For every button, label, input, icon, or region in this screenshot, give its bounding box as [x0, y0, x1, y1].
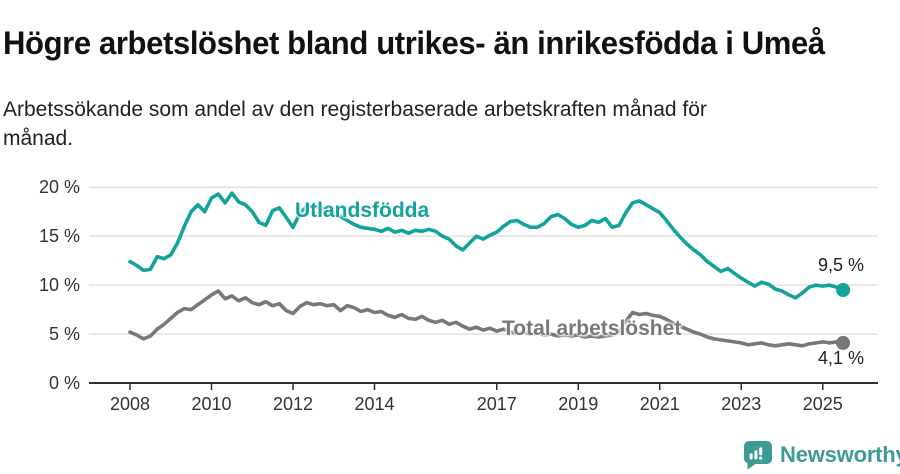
page-title: Högre arbetslöshet bland utrikes- än inr… [3, 25, 825, 62]
y-tick-label: 0 % [49, 373, 80, 393]
series-line-1 [128, 289, 845, 348]
y-tick-label: 5 % [49, 324, 80, 344]
y-tick-label: 20 % [39, 177, 80, 197]
x-tick-label: 2012 [273, 394, 313, 414]
series-end-dot-0 [836, 283, 851, 297]
x-tick-label: 2023 [721, 394, 761, 414]
x-tick-label: 2019 [558, 394, 598, 414]
series-label-utlandsfodda: Utlandsfödda [295, 199, 430, 222]
x-tick-label: 2025 [803, 394, 843, 414]
y-tick-label: 10 % [39, 275, 80, 295]
series-label-total-arbetsloshet: Total arbetslöshet [502, 317, 682, 340]
brand-footer: Newsworthy [742, 440, 900, 470]
y-tick-label: 15 % [39, 226, 80, 246]
x-tick-label: 2021 [640, 394, 680, 414]
x-tick-label: 2010 [191, 394, 231, 414]
chart-subtitle: Arbetssökande som andel av den registerb… [3, 98, 707, 150]
brand-wordmark: Newsworthy [780, 442, 900, 467]
series-line-0 [128, 191, 845, 300]
x-tick-label: 2008 [110, 394, 150, 414]
newsworthy-logo-icon [742, 440, 773, 470]
series-end-dot-1 [836, 335, 851, 350]
end-value-label-total-arbetsloshet: 4,1 % [818, 348, 865, 368]
end-value-label-utlandsfodda: 9,5 % [818, 255, 865, 275]
x-tick-label: 2017 [477, 394, 517, 414]
x-tick-label: 2014 [354, 394, 394, 414]
